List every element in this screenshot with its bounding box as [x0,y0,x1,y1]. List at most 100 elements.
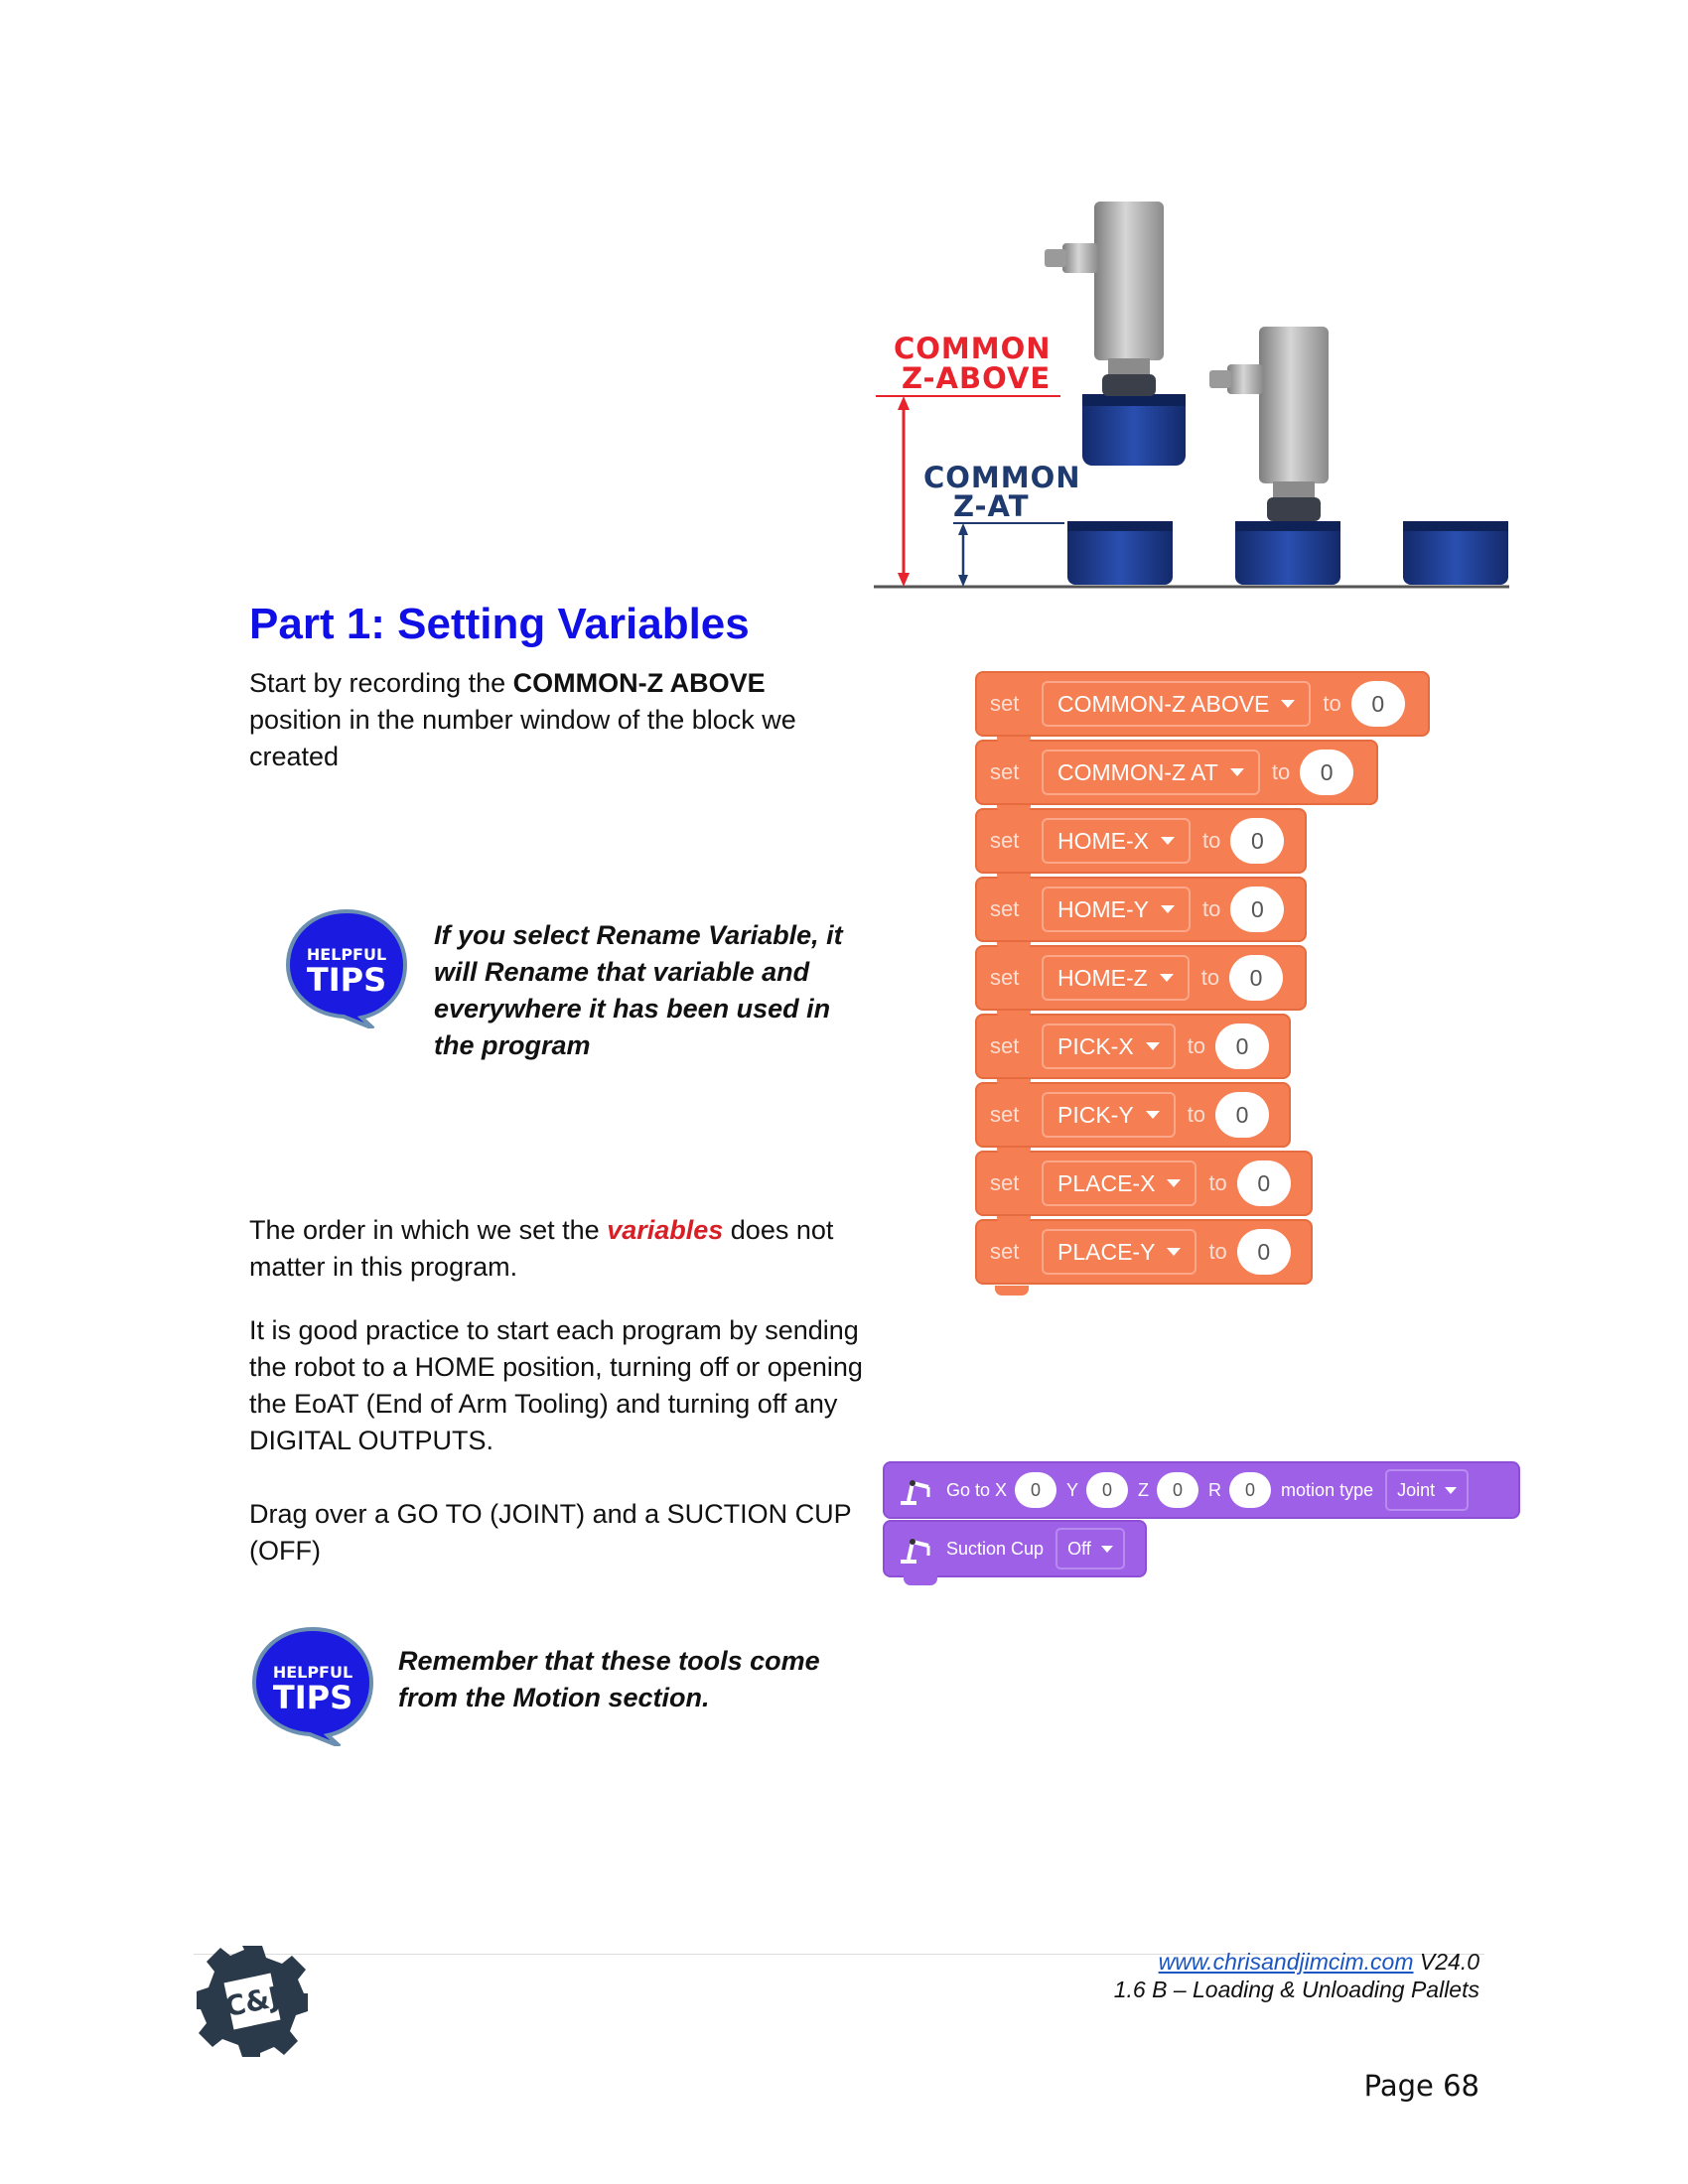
set-keyword: set [990,828,1020,853]
chapter-subtitle: 1.6 B – Loading & Unloading Pallets [1113,1977,1479,2002]
order-text: does not matter in this program. [249,1215,834,1282]
version-label: V24.0 [1413,1949,1479,1975]
tip-text-rename: If you select Rename Variable, it will R… [434,920,843,1060]
value-input[interactable]: 0 [1230,818,1285,864]
suction-state-value: Off [1067,1538,1091,1559]
r-label: R [1208,1479,1222,1500]
motion-type-value: Joint [1397,1479,1436,1500]
to-keyword: to [1323,691,1341,716]
variable-name: HOME-X [1057,827,1149,854]
value-input[interactable]: 0 [1236,1229,1291,1275]
to-keyword: to [1200,965,1220,990]
z-label: Z [1138,1479,1150,1500]
raised-pallet-block [1082,394,1186,466]
set-block[interactable]: set HOME-X to 0 [975,805,1307,874]
set-block[interactable]: set COMMON-Z AT to 0 [975,737,1378,805]
floor-pallet-block [1067,521,1173,585]
set-block[interactable]: set HOME-Y to 0 [975,874,1307,942]
dropdown-caret-icon [1281,700,1296,708]
value-input[interactable]: 0 [1236,1160,1291,1206]
tips-badge-line2: TIPS [307,961,386,999]
tips-badge-line2: TIPS [273,1679,352,1716]
set-block[interactable]: set COMMON-Z ABOVE to 0 [975,671,1430,737]
set-keyword: set [990,1239,1020,1264]
intro-text: position in the number window of the blo… [249,705,796,771]
value-input[interactable]: 0 [1350,681,1405,727]
practice-paragraph: It is good practice to start each progra… [249,1315,863,1455]
to-keyword: to [1202,896,1221,921]
set-variable-stack[interactable]: set COMMON-Z ABOVE to 0 set COMMON-Z AT … [975,671,1430,1296]
value-input[interactable]: 0 [1300,750,1354,795]
dropdown-caret-icon [1445,1486,1458,1494]
robot-arm-icon [901,1539,930,1564]
value-input[interactable]: 0 [1230,887,1285,932]
dropdown-caret-icon [1159,974,1174,982]
set-keyword: set [990,896,1020,921]
variable-dropdown[interactable]: PICK-Y [1042,1092,1176,1138]
dropdown-caret-icon [1167,1248,1182,1256]
value-input[interactable]: 0 [1215,1024,1270,1069]
chris-and-jim-logo: C&J [197,1946,308,2057]
set-block[interactable]: set PLACE-X to 0 [975,1148,1313,1216]
r-input[interactable]: 0 [1229,1472,1272,1508]
dropdown-caret-icon [1145,1042,1160,1050]
z-input[interactable]: 0 [1157,1472,1199,1508]
variable-name: PICK-Y [1057,1101,1134,1128]
set-keyword: set [990,1102,1020,1127]
set-block[interactable]: set PLACE-Y to 0 [975,1216,1313,1285]
variable-dropdown[interactable]: COMMON-Z AT [1042,750,1260,795]
variable-dropdown[interactable]: HOME-Y [1042,887,1191,932]
value-input[interactable]: 0 [1215,1092,1270,1138]
page-number: Page 68 [1363,2069,1479,2103]
z-height-diagram: COMMON Z-ABOVE COMMON Z-AT [874,202,1509,589]
variable-dropdown[interactable]: PLACE-X [1042,1160,1197,1206]
label-z-above: Z-ABOVE [902,361,1051,395]
helpful-tips-icon: HELPFUL TIPS [285,908,408,1028]
variable-name: HOME-Y [1057,895,1149,922]
dropdown-caret-icon [1161,837,1175,845]
set-block[interactable]: set PICK-X to 0 [975,1011,1291,1079]
suction-state-dropdown[interactable]: Off [1055,1528,1125,1570]
variable-dropdown[interactable]: PICK-X [1042,1024,1176,1069]
variable-name: COMMON-Z AT [1057,758,1218,785]
section-title: Part 1: Setting Variables [249,600,750,648]
label-common: COMMON [894,332,1052,365]
suction-cup-label: Suction Cup [946,1538,1045,1559]
variable-dropdown[interactable]: COMMON-Z ABOVE [1042,681,1312,727]
to-keyword: to [1187,1033,1206,1058]
helpful-tips-icon: HELPFUL TIPS [251,1626,374,1746]
to-keyword: to [1208,1170,1227,1195]
set-block[interactable]: set HOME-Z to 0 [975,942,1307,1011]
y-input[interactable]: 0 [1086,1472,1129,1508]
order-emphasis: variables [607,1215,724,1245]
goto-block[interactable]: Go to X 0 Y 0 Z 0 R 0 motion type Joint [883,1461,1520,1519]
suction-tool-above [1045,202,1164,396]
to-keyword: to [1271,759,1291,784]
dropdown-caret-icon [1100,1545,1113,1553]
label-z-at: Z-AT [953,489,1030,523]
variable-dropdown[interactable]: HOME-X [1042,818,1191,864]
intro-text: Start by recording the [249,668,513,698]
variable-dropdown[interactable]: HOME-Z [1042,955,1190,1001]
x-input[interactable]: 0 [1015,1472,1057,1508]
y-label: Y [1066,1479,1079,1500]
goto-label: Go to X [946,1479,1008,1500]
block-notch [904,1575,937,1585]
robot-arm-icon [901,1480,930,1505]
website-link[interactable]: www.chrisandjimcim.com [1158,1949,1414,1975]
footer-site: www.chrisandjimcim.com V24.0 [1159,1947,1479,1977]
dropdown-caret-icon [1161,905,1175,913]
order-text: The order in which we set the [249,1215,608,1245]
intro-paragraph: Start by recording the COMMON-Z ABOVE po… [249,665,865,775]
tips-badge-line1: HELPFUL [307,945,386,964]
variable-dropdown[interactable]: PLACE-Y [1042,1229,1197,1275]
set-keyword: set [990,691,1020,716]
to-keyword: to [1202,828,1221,853]
suction-cup-block[interactable]: Suction Cup Off [883,1520,1147,1577]
set-keyword: set [990,965,1020,990]
motion-type-dropdown[interactable]: Joint [1385,1469,1470,1511]
set-block[interactable]: set PICK-Y to 0 [975,1079,1291,1148]
value-input[interactable]: 0 [1229,955,1284,1001]
footer-divider [194,1954,1484,1955]
dropdown-caret-icon [1167,1179,1182,1187]
